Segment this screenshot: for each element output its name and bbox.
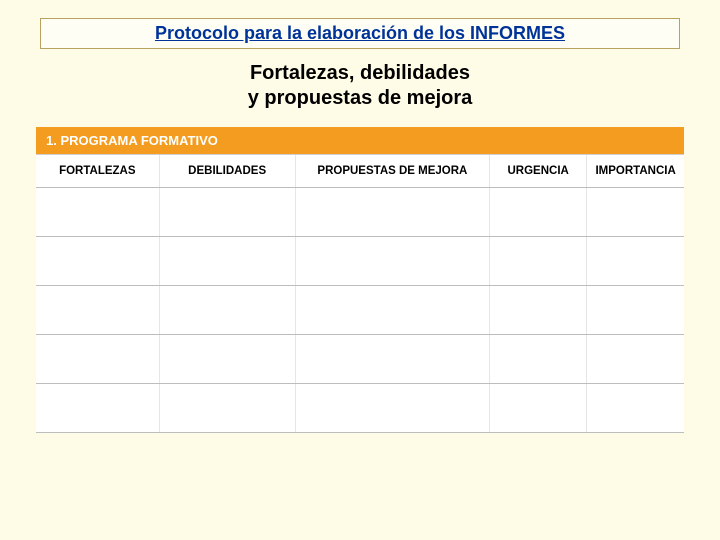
- section-header: 1. PROGRAMA FORMATIVO: [36, 127, 684, 155]
- col-fortalezas: FORTALEZAS: [36, 155, 159, 188]
- table-row: [36, 188, 684, 237]
- title-box: Protocolo para la elaboración de los INF…: [40, 18, 680, 49]
- table-row: [36, 335, 684, 384]
- subtitle: Fortalezas, debilidades y propuestas de …: [0, 61, 720, 111]
- analysis-table: FORTALEZAS DEBILIDADES PROPUESTAS DE MEJ…: [36, 155, 684, 433]
- col-propuestas: PROPUESTAS DE MEJORA: [295, 155, 489, 188]
- subtitle-line-2: y propuestas de mejora: [248, 87, 473, 109]
- analysis-sheet: 1. PROGRAMA FORMATIVO FORTALEZAS DEBILID…: [36, 127, 684, 433]
- table-row: [36, 286, 684, 335]
- subtitle-line-1: Fortalezas, debilidades: [250, 62, 470, 84]
- table-body: [36, 188, 684, 433]
- col-urgencia: URGENCIA: [490, 155, 587, 188]
- col-importancia: IMPORTANCIA: [587, 155, 684, 188]
- col-debilidades: DEBILIDADES: [159, 155, 295, 188]
- table-row: [36, 384, 684, 433]
- table-row: [36, 237, 684, 286]
- page-title: Protocolo para la elaboración de los INF…: [155, 23, 565, 43]
- table-header-row: FORTALEZAS DEBILIDADES PROPUESTAS DE MEJ…: [36, 155, 684, 188]
